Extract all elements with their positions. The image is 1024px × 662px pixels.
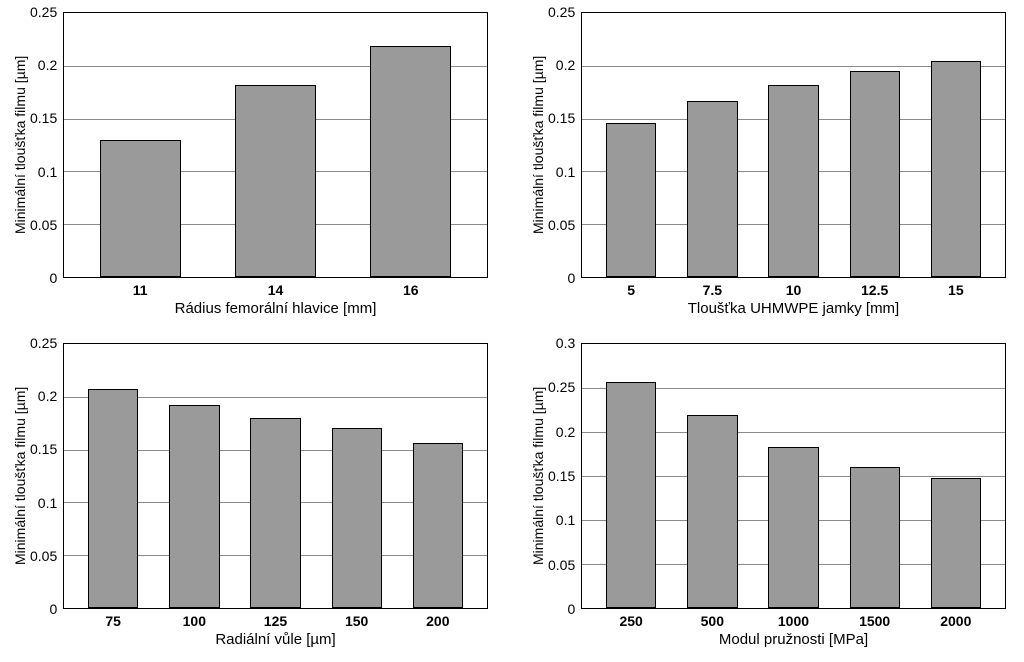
bars [582,344,1005,608]
x-axis-label: Modul pružnosti [MPa] [581,631,1006,648]
x-tick-label: 500 [672,613,753,629]
bar [250,418,300,608]
bars [64,344,487,608]
bar [169,405,219,608]
chart-panel: Minimální tloušťka filmu [µm] 0.250.20.1… [10,12,488,317]
bar [850,71,900,277]
y-ticks: 0.250.20.150.10.050 [30,12,63,278]
y-axis-label: Minimální tloušťka filmu [µm] [10,343,30,609]
y-axis-label: Minimální tloušťka filmu [µm] [528,12,548,278]
plot-area [63,12,488,278]
x-tick-label: 10 [753,282,834,298]
page: Minimální tloušťka filmu [µm] 0.250.20.1… [0,0,1024,662]
x-axis-label: Radiální vůle [µm] [63,631,488,648]
x-ticks: 75100125150200 [63,613,488,629]
bars [64,13,487,277]
x-tick-label: 14 [208,282,343,298]
chart-panel: Minimální tloušťka filmu [µm] 0.30.250.2… [528,343,1006,648]
x-tick-label: 125 [235,613,316,629]
bar [606,382,656,608]
x-ticks: 250500100015002000 [581,613,1006,629]
chart-grid: Minimální tloušťka filmu [µm] 0.250.20.1… [0,0,1024,662]
x-tick-label: 1000 [753,613,834,629]
chart-panel: Minimální tloušťka filmu [µm] 0.250.20.1… [10,343,488,648]
x-tick-label: 2000 [915,613,996,629]
bar [850,467,900,608]
bar [88,389,138,608]
bar [370,46,451,277]
y-ticks: 0.250.20.150.10.050 [548,12,581,278]
plot-area [63,343,488,609]
plot-area [581,343,1006,609]
y-ticks: 0.30.250.20.150.10.050 [548,343,581,609]
bar [235,85,316,277]
bar [606,123,656,277]
chart-panel: Minimální tloušťka filmu [µm] 0.250.20.1… [528,12,1006,317]
y-ticks: 0.250.20.150.10.050 [30,343,63,609]
bars [582,13,1005,277]
x-tick-label: 7.5 [672,282,753,298]
x-tick-label: 75 [73,613,154,629]
bar [687,101,737,277]
bar [100,140,181,277]
x-tick-label: 16 [343,282,478,298]
bar [931,478,981,608]
x-tick-label: 200 [397,613,478,629]
y-axis-label: Minimální tloušťka filmu [µm] [10,12,30,278]
x-tick-label: 1500 [834,613,915,629]
y-axis-label: Minimální tloušťka filmu [µm] [528,343,548,609]
x-tick-label: 100 [154,613,235,629]
x-ticks: 111416 [63,282,488,298]
plot-area [581,12,1006,278]
x-axis-label: Rádius femorální hlavice [mm] [63,300,488,317]
x-tick-label: 150 [316,613,397,629]
bar [687,415,737,608]
x-tick-label: 15 [915,282,996,298]
bar [332,428,382,608]
x-ticks: 57.51012.515 [581,282,1006,298]
x-tick-label: 5 [591,282,672,298]
bar [768,447,818,608]
bar [768,85,818,277]
x-tick-label: 11 [73,282,208,298]
x-axis-label: Tloušťka UHMWPE jamky [mm] [581,300,1006,317]
x-tick-label: 12.5 [834,282,915,298]
bar [413,443,463,608]
bar [931,61,981,277]
x-tick-label: 250 [591,613,672,629]
